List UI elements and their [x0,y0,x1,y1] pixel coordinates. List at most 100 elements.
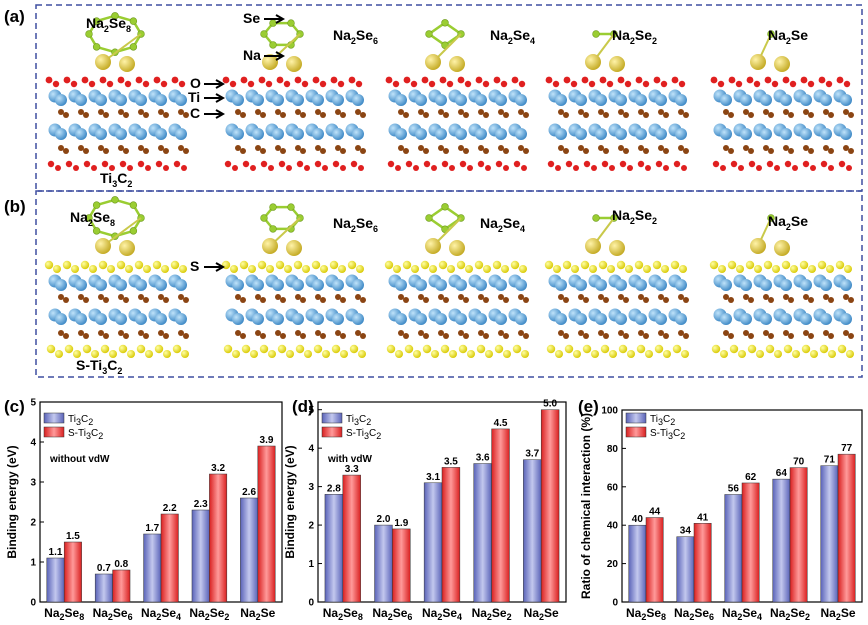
c-atom [808,148,814,154]
s-atom [652,260,662,270]
bar-value-label: 41 [697,512,709,523]
na-atom [425,54,441,70]
bar-s-ti3c2 [160,513,179,603]
y-tick-label: 0 [308,598,314,609]
s-atom [521,350,529,358]
s-atom [356,265,364,273]
o-atom [322,165,328,171]
ti-atom [332,94,344,106]
ti-atom [455,279,467,291]
ti-atom [655,94,667,106]
s-atom [663,350,671,358]
ti-atom [415,313,427,325]
ti-atom [515,94,527,106]
s-atom [277,344,287,354]
pointer-c-arrow [204,109,226,119]
o-atom [350,160,358,168]
s-atom [503,350,511,358]
o-atom [717,80,725,88]
c-atom [315,294,321,300]
c-atom [398,109,404,115]
pointer-s-arrow [204,262,226,272]
o-atom [240,76,248,84]
ti-atom [332,313,344,325]
s-atom [571,265,579,273]
o-atom [173,160,181,168]
legend-swatch [625,426,647,438]
panel-label-b: (b) [4,197,26,216]
c-atom [138,330,144,336]
o-atom [735,80,743,88]
s-atom [266,265,274,273]
o-atom [766,160,774,168]
s-atom [100,344,110,354]
x-tick-label: Na2Se8 [626,606,666,622]
ti-atom [232,94,244,106]
s-atom [754,265,762,273]
bar-ti3c2 [94,573,113,603]
c-atom [123,333,129,339]
o-atom [606,80,614,88]
c-atom [63,297,69,303]
s-atom [179,265,187,273]
s-atom [53,265,61,273]
ti-atom [820,313,832,325]
bar-s-ti3c2 [540,409,560,603]
bar-s-ti3c2 [441,467,461,603]
c-atom [478,330,484,336]
o-atom [127,165,133,171]
na-atom [585,238,601,254]
c-atom [643,112,649,118]
c-atom [280,148,286,154]
c-atom [398,294,404,300]
c-atom [63,148,69,154]
bar-value-label: 64 [776,468,788,479]
substrate-slab [221,260,366,358]
s-atom [727,260,737,270]
o-atom [47,160,55,168]
c-atom [723,145,729,151]
label-b-na2se: Na2Se [768,213,808,232]
legend-label: Ti3C2 [650,414,675,427]
c-atom [158,145,164,151]
c-atom [743,330,749,336]
c-atom [663,333,669,339]
ti-atom [135,94,147,106]
o-atom [477,160,485,168]
ti-atom [740,94,752,106]
c-atom [743,294,749,300]
se-atom [269,41,277,49]
bar-value-label: 34 [680,526,692,537]
ti-atom [635,279,647,291]
ti-atom [615,94,627,106]
ti-atom [615,128,627,140]
c-atom [663,148,669,154]
c-atom [103,297,109,303]
c-atom [255,109,261,115]
c-atom [683,148,689,154]
c-atom [398,330,404,336]
ti-atom [332,128,344,140]
c-atom [843,330,849,336]
bar-value-label: 1.1 [49,547,63,558]
ti-atom [175,279,187,291]
ti-atom [820,94,832,106]
s-atom [512,344,522,354]
o-atom [518,80,526,88]
s-atom [89,265,97,273]
c-atom [603,112,609,118]
na-atom [95,54,111,70]
y-tick-label: 4 [308,444,314,455]
bar-value-label: 3.2 [211,463,225,474]
c-atom [138,109,144,115]
c-atom [618,294,624,300]
c-atom [598,109,604,115]
c-atom [748,333,754,339]
ti-atom [595,128,607,140]
c-atom [643,333,649,339]
bar-ti3c2 [240,497,259,603]
na-atom [119,56,135,72]
s-atom [729,344,739,354]
chart-d: 0 1 2 3 4 5 Binding energy (eV) 2.8 3.3 Na2Se8 2.0… [283,399,567,622]
c-atom [498,145,504,151]
